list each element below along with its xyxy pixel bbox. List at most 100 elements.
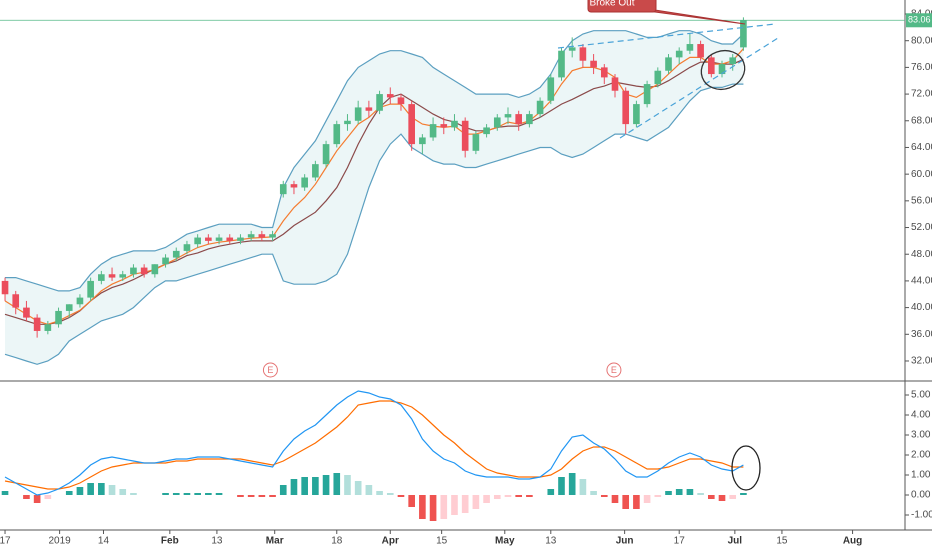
x-tick-label: Aug [843, 536, 862, 547]
histogram-bar [354, 481, 362, 495]
histogram-bar [504, 495, 512, 497]
y-tick-label: 76.00 [911, 62, 932, 73]
candle-body [622, 90, 630, 125]
histogram-bar [279, 485, 287, 495]
histogram-bar [697, 493, 704, 495]
histogram-bar [397, 495, 405, 497]
histogram-bar [44, 495, 52, 499]
histogram-bar [568, 473, 576, 495]
histogram-bar [386, 493, 394, 495]
x-tick-label: 2019 [48, 536, 71, 547]
candle-body [376, 94, 383, 111]
candle-body [675, 50, 683, 58]
x-tick-label: 13 [545, 536, 557, 547]
y-tick-label: 44.00 [911, 276, 932, 287]
y-tick-label: 40.00 [911, 302, 932, 313]
callout-text: Broke Out [589, 0, 634, 9]
histogram-bar [247, 495, 255, 497]
circle-annotation-macd [731, 445, 761, 491]
histogram-bar [205, 493, 212, 495]
histogram-bar [440, 495, 448, 519]
x-tick-label: 18 [331, 536, 343, 547]
moving-average [4, 58, 744, 325]
candle-body [408, 104, 415, 145]
x-tick-label: 15 [776, 536, 788, 547]
x-tick-label: 17 [674, 536, 686, 547]
y-tick-label: 52.00 [911, 222, 932, 233]
y-tick-label: -1.00 [911, 510, 932, 521]
x-tick-label: 17 [0, 536, 11, 547]
signal-line [4, 400, 744, 490]
candle-body [269, 234, 276, 238]
histogram-bar [558, 477, 565, 495]
candle-body [23, 307, 30, 318]
y-tick-label: 64.00 [911, 142, 932, 153]
candle-body [119, 274, 127, 278]
y-tick-label: 48.00 [911, 249, 932, 260]
candle-body [536, 100, 544, 115]
y-tick-label: 0.00 [911, 490, 931, 501]
candle-body [322, 144, 330, 165]
candle-body [162, 257, 169, 265]
candle-body [643, 84, 651, 105]
band-upper [5, 30, 744, 292]
histogram-bar [643, 495, 651, 503]
candle-body [515, 114, 523, 125]
y-tick-label: 1.00 [911, 470, 931, 481]
circle-annotation [700, 49, 746, 91]
candle-body [237, 237, 244, 241]
candle-body [483, 127, 490, 135]
candle-body [205, 237, 212, 241]
histogram-bar [579, 479, 587, 495]
candle-body [258, 234, 266, 238]
candle-body [611, 77, 619, 91]
histogram-bar [526, 495, 533, 497]
candle-body [290, 184, 298, 188]
candle-body [451, 120, 458, 128]
histogram-bar [515, 495, 523, 497]
histogram-bar [98, 483, 105, 495]
x-tick-label: 13 [211, 536, 223, 547]
y-tick-label: 36.00 [911, 329, 932, 340]
last-price-label: 83.06 [908, 15, 931, 25]
candle-body [183, 244, 191, 251]
candle-body [740, 20, 747, 48]
event-label: E [267, 365, 273, 375]
event-label: E [611, 365, 617, 375]
candle-body [504, 114, 512, 118]
histogram-bar [729, 495, 737, 499]
candle-body [12, 294, 20, 308]
histogram-bar [172, 493, 180, 495]
y-tick-label: 3.00 [911, 430, 931, 441]
candle-body [194, 237, 201, 245]
candle-body [215, 237, 223, 241]
candle-body [707, 57, 715, 75]
histogram-bar [740, 493, 747, 495]
candle-body [55, 310, 62, 325]
histogram-bar [419, 495, 426, 519]
candle-body [354, 107, 362, 121]
x-tick-label: 14 [98, 536, 110, 547]
candle-body [44, 324, 52, 331]
candle-body [312, 164, 319, 178]
candle-body [1, 280, 9, 295]
histogram-bar [33, 495, 41, 503]
y-tick-label: 4.00 [911, 410, 931, 421]
x-tick-label: Mar [266, 536, 284, 547]
histogram-bar [87, 483, 94, 495]
x-tick-label: Feb [161, 536, 179, 547]
histogram-bar [376, 491, 383, 495]
candle-body [654, 70, 662, 85]
candle-body [76, 297, 84, 305]
event-marker [606, 362, 622, 378]
candle-body [87, 280, 94, 298]
y-tick-label: 68.00 [911, 115, 932, 126]
candle-body [568, 47, 576, 51]
candle-body [590, 60, 597, 68]
histogram-bar [119, 489, 127, 495]
histogram-bar [333, 473, 341, 495]
candle-body [697, 44, 704, 58]
histogram-bar [301, 477, 308, 495]
plot: 32.00 36.00 40.00 44.00 48.00 52.00 56.00 60.00… [0, 9, 932, 547]
trend-line-upper [557, 23, 776, 49]
